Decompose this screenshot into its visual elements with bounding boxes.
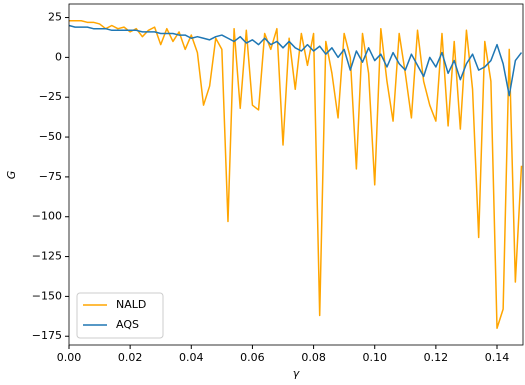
x-tick-label: 0.00 [57,351,82,364]
y-tick-label: −75 [39,170,62,183]
line-series [68,24,523,97]
y-tick-label: −25 [39,90,62,103]
x-tick-label: 0.06 [240,351,265,364]
x-tick-label: 0.04 [179,351,204,364]
y-tick-label: −100 [32,210,62,223]
y-tick-label: 25 [48,11,62,24]
x-tick-label: 0.02 [118,351,143,364]
line-series [69,19,523,330]
y-tick-label: −150 [32,289,62,302]
y-tick-label: −125 [32,250,62,263]
x-tick-label: 0.10 [362,351,387,364]
y-tick-label: −50 [39,130,62,143]
x-tick-label: 0.14 [485,351,510,364]
y-tick-label: 0 [55,50,62,63]
legend-label: NALD [116,298,146,311]
x-tick-label: 0.12 [424,351,449,364]
y-axis-label: G [5,171,18,180]
y-tick-label: −175 [32,329,62,342]
x-axis-label: γ [293,367,300,380]
x-tick-label: 0.08 [301,351,326,364]
legend-label: AQS [116,318,139,331]
plot-frame [68,3,524,346]
